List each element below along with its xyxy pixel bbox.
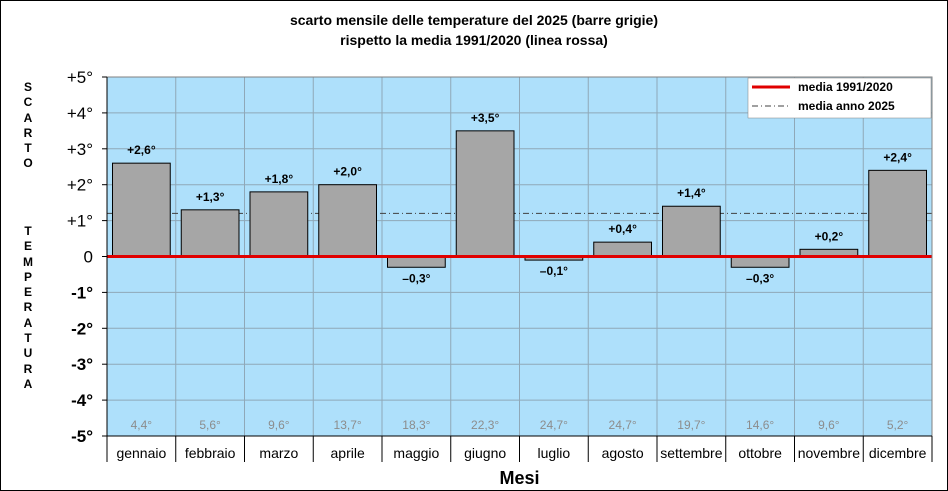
bar-giugno (455, 130, 515, 258)
bar-value-label: +2,4° (883, 150, 912, 164)
x-tick-label: giugno (464, 445, 506, 461)
monthly-mean-label: 19,7° (677, 418, 705, 432)
bar-agosto (593, 241, 652, 257)
x-tick-label: ottobre (738, 445, 782, 461)
x-tick-label: febbraio (185, 445, 236, 461)
x-tick-label: marzo (259, 445, 298, 461)
bar-value-label: +1,4° (677, 186, 706, 200)
monthly-mean-label: 5,2° (887, 418, 909, 432)
y-axis-label-letter: A (23, 315, 33, 330)
y-axis-label-letter: P (23, 269, 32, 284)
y-axis-label-letter: E (23, 285, 32, 300)
chart-title-line2: rispetto la media 1991/2020 (linea rossa… (340, 32, 608, 48)
y-axis-label-letter: O (23, 156, 33, 171)
y-tick-label: +5° (67, 68, 93, 87)
bar-marzo (249, 191, 309, 258)
y-axis-label-letter: E (23, 239, 32, 254)
chart-title-line1: scarto mensile delle temperature del 202… (289, 12, 659, 28)
y-tick-label: +2° (67, 176, 93, 195)
monthly-mean-label: 14,6° (746, 418, 774, 432)
bar-value-label: +1,8° (265, 172, 294, 186)
y-tick-label: 0 (84, 248, 93, 267)
monthly-mean-label: 22,3° (471, 418, 499, 432)
x-tick-label: maggio (393, 445, 439, 461)
bar-value-label: +2,0° (333, 165, 362, 179)
y-axis-label-letter: R (23, 125, 33, 140)
bar-maggio (387, 256, 446, 268)
bar-dicembre (868, 169, 927, 257)
y-tick-label: +4° (67, 104, 93, 123)
bar-aprile (318, 184, 377, 257)
x-tick-label: aprile (331, 445, 365, 461)
y-tick-label: -5° (71, 427, 93, 446)
y-axis-label-letter: T (24, 331, 32, 346)
bar-value-label: +3,5° (471, 111, 500, 125)
x-axis-title: Mesi (499, 468, 539, 488)
x-tick-label: settembre (660, 445, 722, 461)
bar-value-label: +0,4° (608, 222, 637, 236)
y-tick-label: +1° (67, 212, 93, 231)
y-axis-label-letter: U (23, 346, 33, 361)
bar-value-label: –0,3° (402, 271, 430, 285)
monthly-mean-label: 24,7° (540, 418, 568, 432)
monthly-mean-label: 24,7° (609, 418, 637, 432)
y-axis-label-letter: R (23, 361, 33, 376)
x-tick-label: gennaio (116, 445, 166, 461)
legend-box (747, 77, 932, 119)
bar-value-label: +0,2° (815, 229, 844, 243)
y-axis-label-letter: A (23, 110, 33, 125)
y-axis-label-letter: M (23, 254, 33, 269)
y-tick-label: -4° (71, 391, 93, 410)
y-axis-label-letter: A (23, 376, 33, 391)
y-axis-label-letter: S (23, 80, 32, 94)
bar-value-label: +2,6° (127, 143, 156, 157)
bar-value-label: +1,3° (196, 190, 225, 204)
legend-label-media-1991-2020: media 1991/2020 (798, 80, 893, 94)
bar-value-label: –0,3° (746, 271, 774, 285)
y-tick-label: +3° (67, 140, 93, 159)
bar-ottobre (730, 256, 790, 268)
bar-gennaio (112, 162, 171, 257)
y-tick-label: -2° (71, 319, 93, 338)
monthly-mean-label: 13,7° (334, 418, 362, 432)
monthly-mean-label: 5,6° (199, 418, 221, 432)
y-axis-label-letter: C (23, 95, 33, 110)
monthly-mean-label: 9,6° (268, 418, 290, 432)
y-axis-label-letter: R (23, 300, 33, 315)
bar-value-label: –0,1° (540, 264, 568, 278)
monthly-mean-label: 18,3° (402, 418, 430, 432)
bar-febbraio (180, 209, 240, 257)
legend-label-media-anno-2025: media anno 2025 (798, 99, 895, 113)
x-tick-label: luglio (538, 445, 571, 461)
y-tick-label: -3° (71, 355, 93, 374)
x-tick-label: dicembre (869, 445, 927, 461)
y-axis-label-letter: T (24, 224, 32, 238)
monthly-mean-label: 4,4° (131, 418, 153, 432)
y-tick-label: -1° (71, 283, 93, 302)
bar-settembre (662, 205, 721, 258)
x-tick-label: novembre (798, 445, 860, 461)
y-axis-label-letter: T (24, 141, 32, 156)
monthly-mean-label: 9,6° (818, 418, 840, 432)
x-tick-label: agosto (602, 445, 644, 461)
